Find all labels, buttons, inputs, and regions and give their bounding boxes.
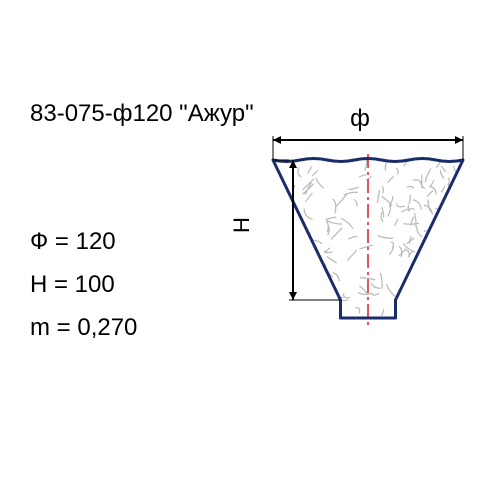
param-h: H = 100 xyxy=(30,263,137,306)
product-title: 83-075-ф120 "Ажур" xyxy=(30,100,254,128)
width-dimension-label: ф xyxy=(350,105,370,133)
technical-diagram: ф H xyxy=(240,105,480,345)
param-m: m = 0,270 xyxy=(30,306,137,349)
parameters-block: Ф = 120 H = 100 m = 0,270 xyxy=(30,220,137,350)
param-phi: Ф = 120 xyxy=(30,220,137,263)
height-dimension-label: H xyxy=(229,217,255,233)
diagram-svg xyxy=(240,105,480,345)
